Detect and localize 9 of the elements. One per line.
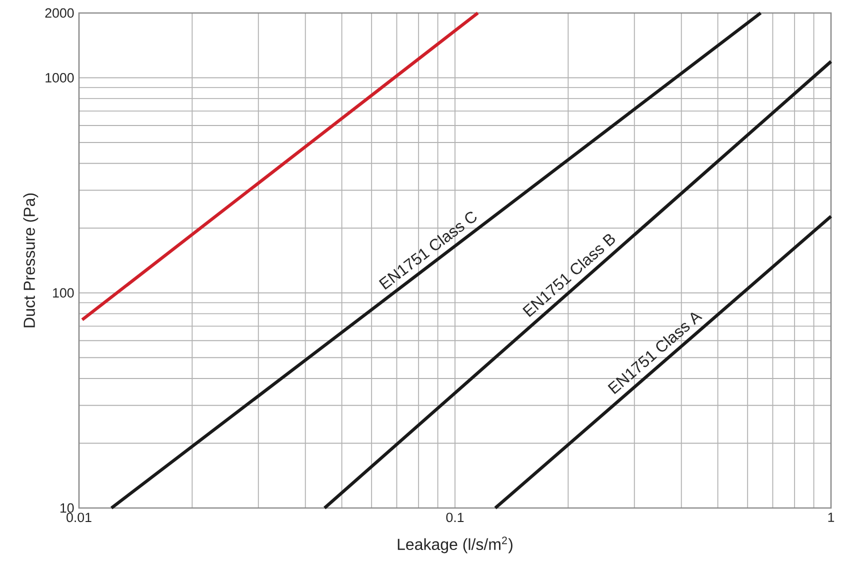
y-axis-title: Duct Pressure (Pa): [23, 194, 38, 328]
y-tick-label: 100: [53, 288, 74, 298]
y-tick-label: 1000: [46, 73, 74, 82]
x-tick-label: 0.1: [446, 512, 464, 522]
x-tick-label: 0.01: [66, 512, 92, 522]
x-axis-title: Leakage (l/s/m$^{2}$): [398, 536, 512, 554]
y-tick-label: 10: [60, 503, 74, 513]
x-tick-label: 1: [828, 512, 834, 522]
y-tick-label: 2000: [45, 8, 74, 18]
